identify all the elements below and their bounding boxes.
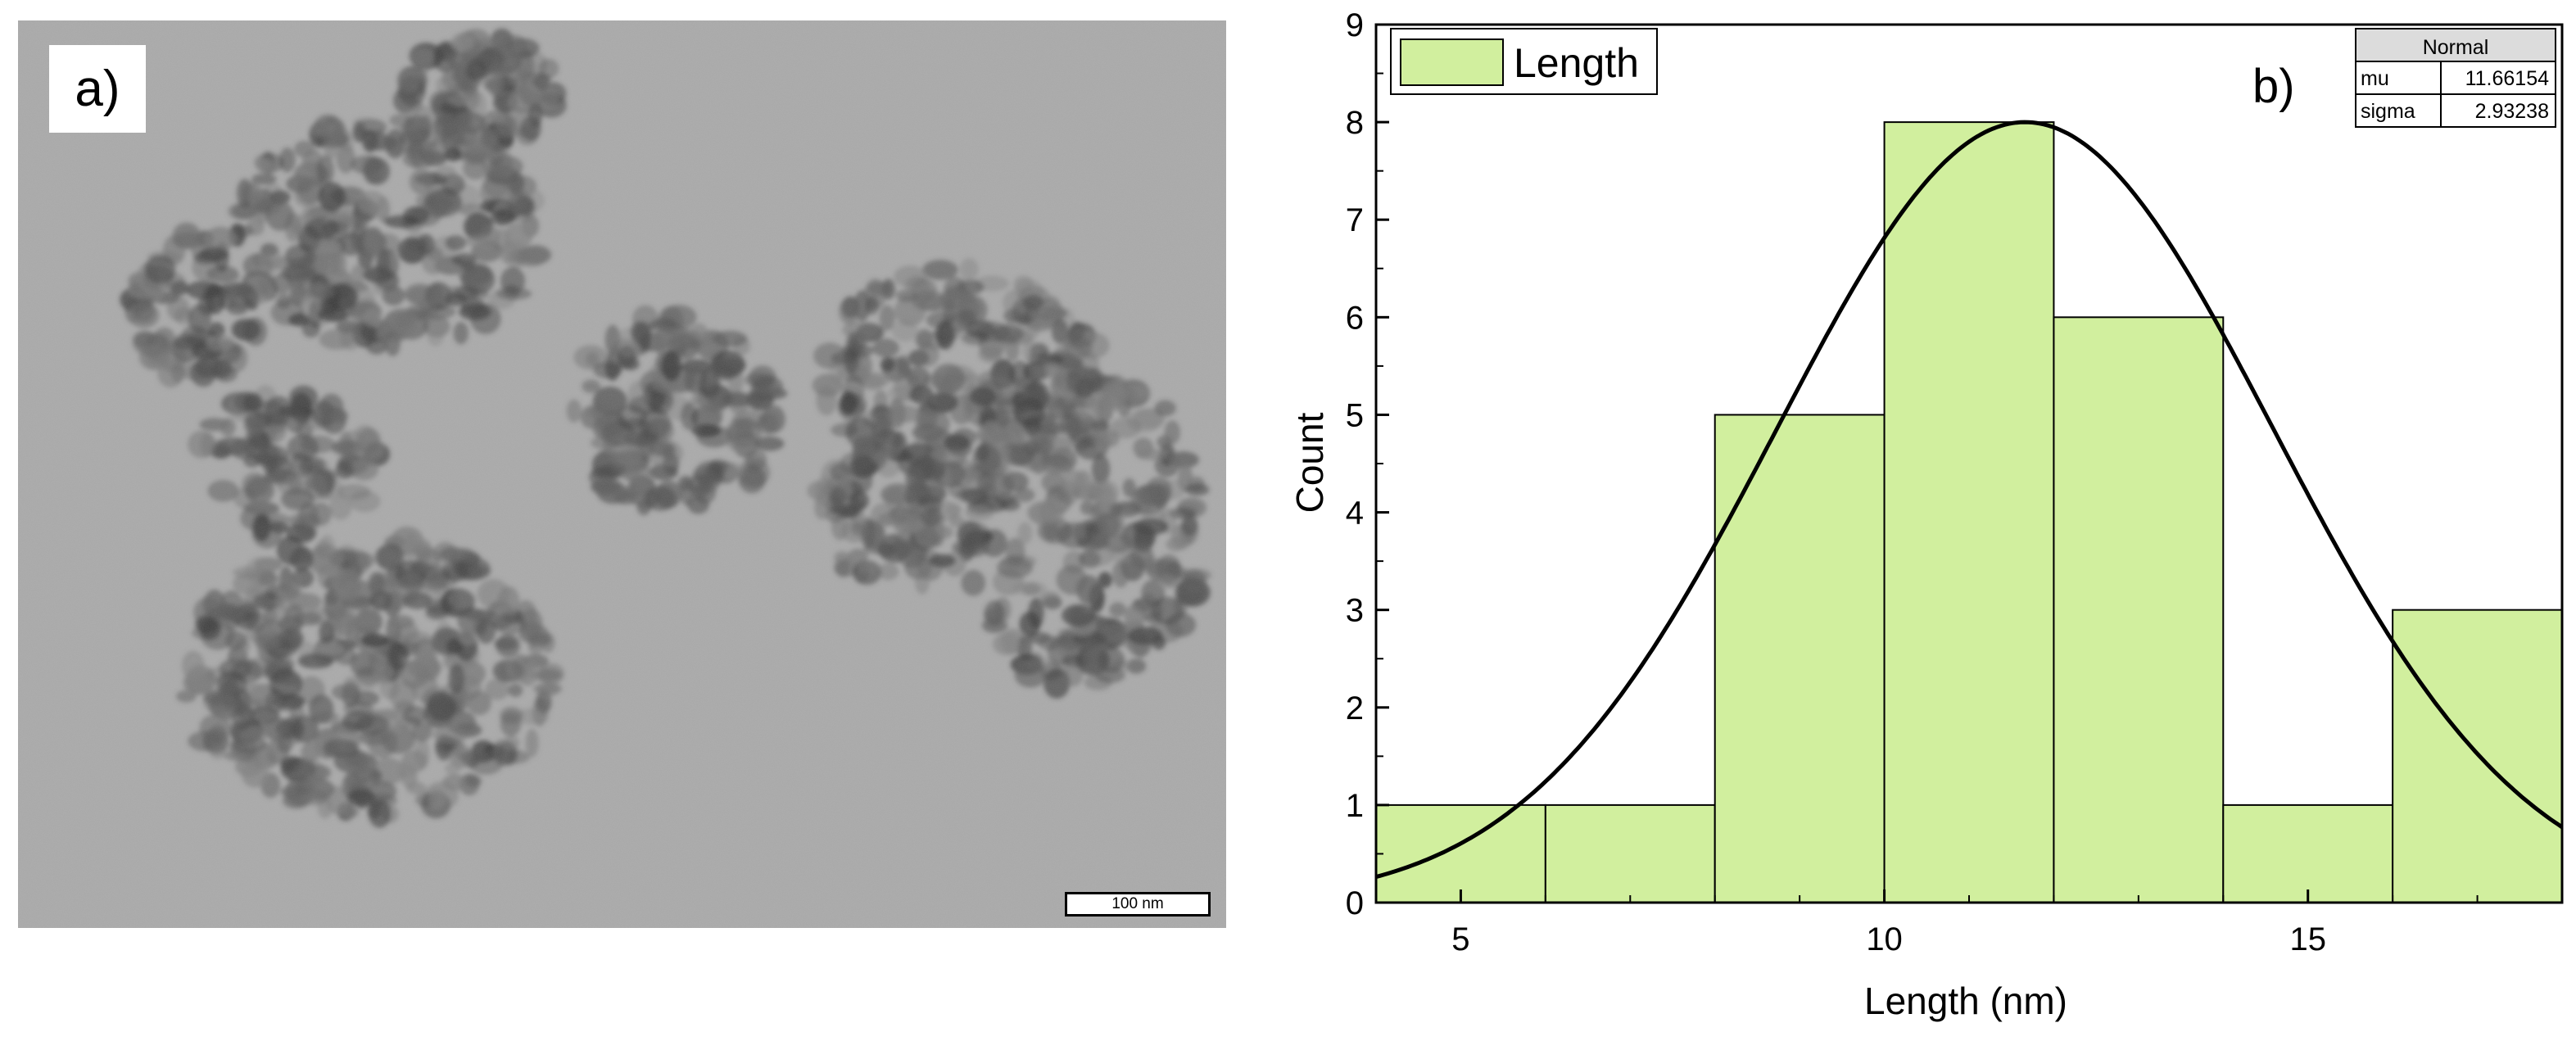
panel-b-label: b) [2252, 60, 2295, 113]
y-tick-label: 6 [1346, 300, 1364, 336]
y-tick-label: 8 [1346, 105, 1364, 141]
stats-header-cell [2355, 28, 2556, 62]
histogram-bar-5 [2222, 803, 2394, 904]
legend-swatch [1400, 38, 1504, 86]
y-tick-label: 1 [1346, 788, 1364, 824]
x-axis-title: Length (nm) [1864, 980, 2067, 1022]
tem-image [18, 20, 1226, 928]
stats-mu-name: mu [2361, 67, 2389, 90]
legend: Length [1390, 28, 1658, 95]
y-tick-label: 0 [1346, 885, 1364, 921]
histogram-bar-4 [2053, 316, 2225, 904]
stats-sigma-value: 2.93238 [2475, 100, 2549, 123]
y-axis-title: Count [1288, 412, 1331, 513]
tem-micrograph: a) 100 nm [18, 20, 1226, 928]
histogram-bar-2 [1714, 414, 1886, 903]
y-tick-label: 2 [1346, 690, 1364, 726]
legend-label: Length [1514, 40, 1639, 86]
histogram-bar-1 [1544, 803, 1716, 904]
histogram-bar-0 [1375, 803, 1546, 904]
histogram-chart: 5 10 15 0 1 2 3 4 5 6 7 8 9 Length b) Normal mu 11.6… [1288, 7, 2564, 1022]
stats-title: Normal [2423, 36, 2489, 59]
x-tick-label: 15 [2289, 921, 2326, 957]
x-tick-label: 5 [1451, 921, 1469, 957]
panel-a-label: a) [49, 45, 146, 133]
y-tick-label: 9 [1346, 7, 1364, 43]
y-tick-label: 5 [1346, 397, 1364, 433]
y-tick-label: 4 [1346, 496, 1364, 532]
normal-fit-curve [1375, 120, 2564, 880]
stats-mu-value: 11.66154 [2465, 67, 2550, 90]
histogram-panel: 5 10 15 0 1 2 3 4 5 6 7 8 9 Length b) Normal mu 11.6… [1278, 0, 2576, 1041]
x-tick-label: 10 [1866, 921, 1903, 957]
fit-stats-table: Normal mu 11.66154 sigma 2.93238 [2355, 28, 2556, 128]
ticks-layer: 5 10 15 0 1 2 3 4 5 6 7 8 9 [1346, 7, 2479, 957]
y-tick-label: 3 [1346, 593, 1364, 629]
stats-sigma-name: sigma [2361, 100, 2415, 123]
y-tick-label: 7 [1346, 202, 1364, 238]
histogram-bar-3 [1883, 121, 2055, 904]
stats-row-mu [2355, 61, 2556, 95]
bars-layer [1375, 121, 2563, 904]
scale-bar: 100 nm [1065, 892, 1211, 917]
histogram-bar-6 [2392, 609, 2563, 904]
stats-row-sigma [2355, 93, 2556, 128]
